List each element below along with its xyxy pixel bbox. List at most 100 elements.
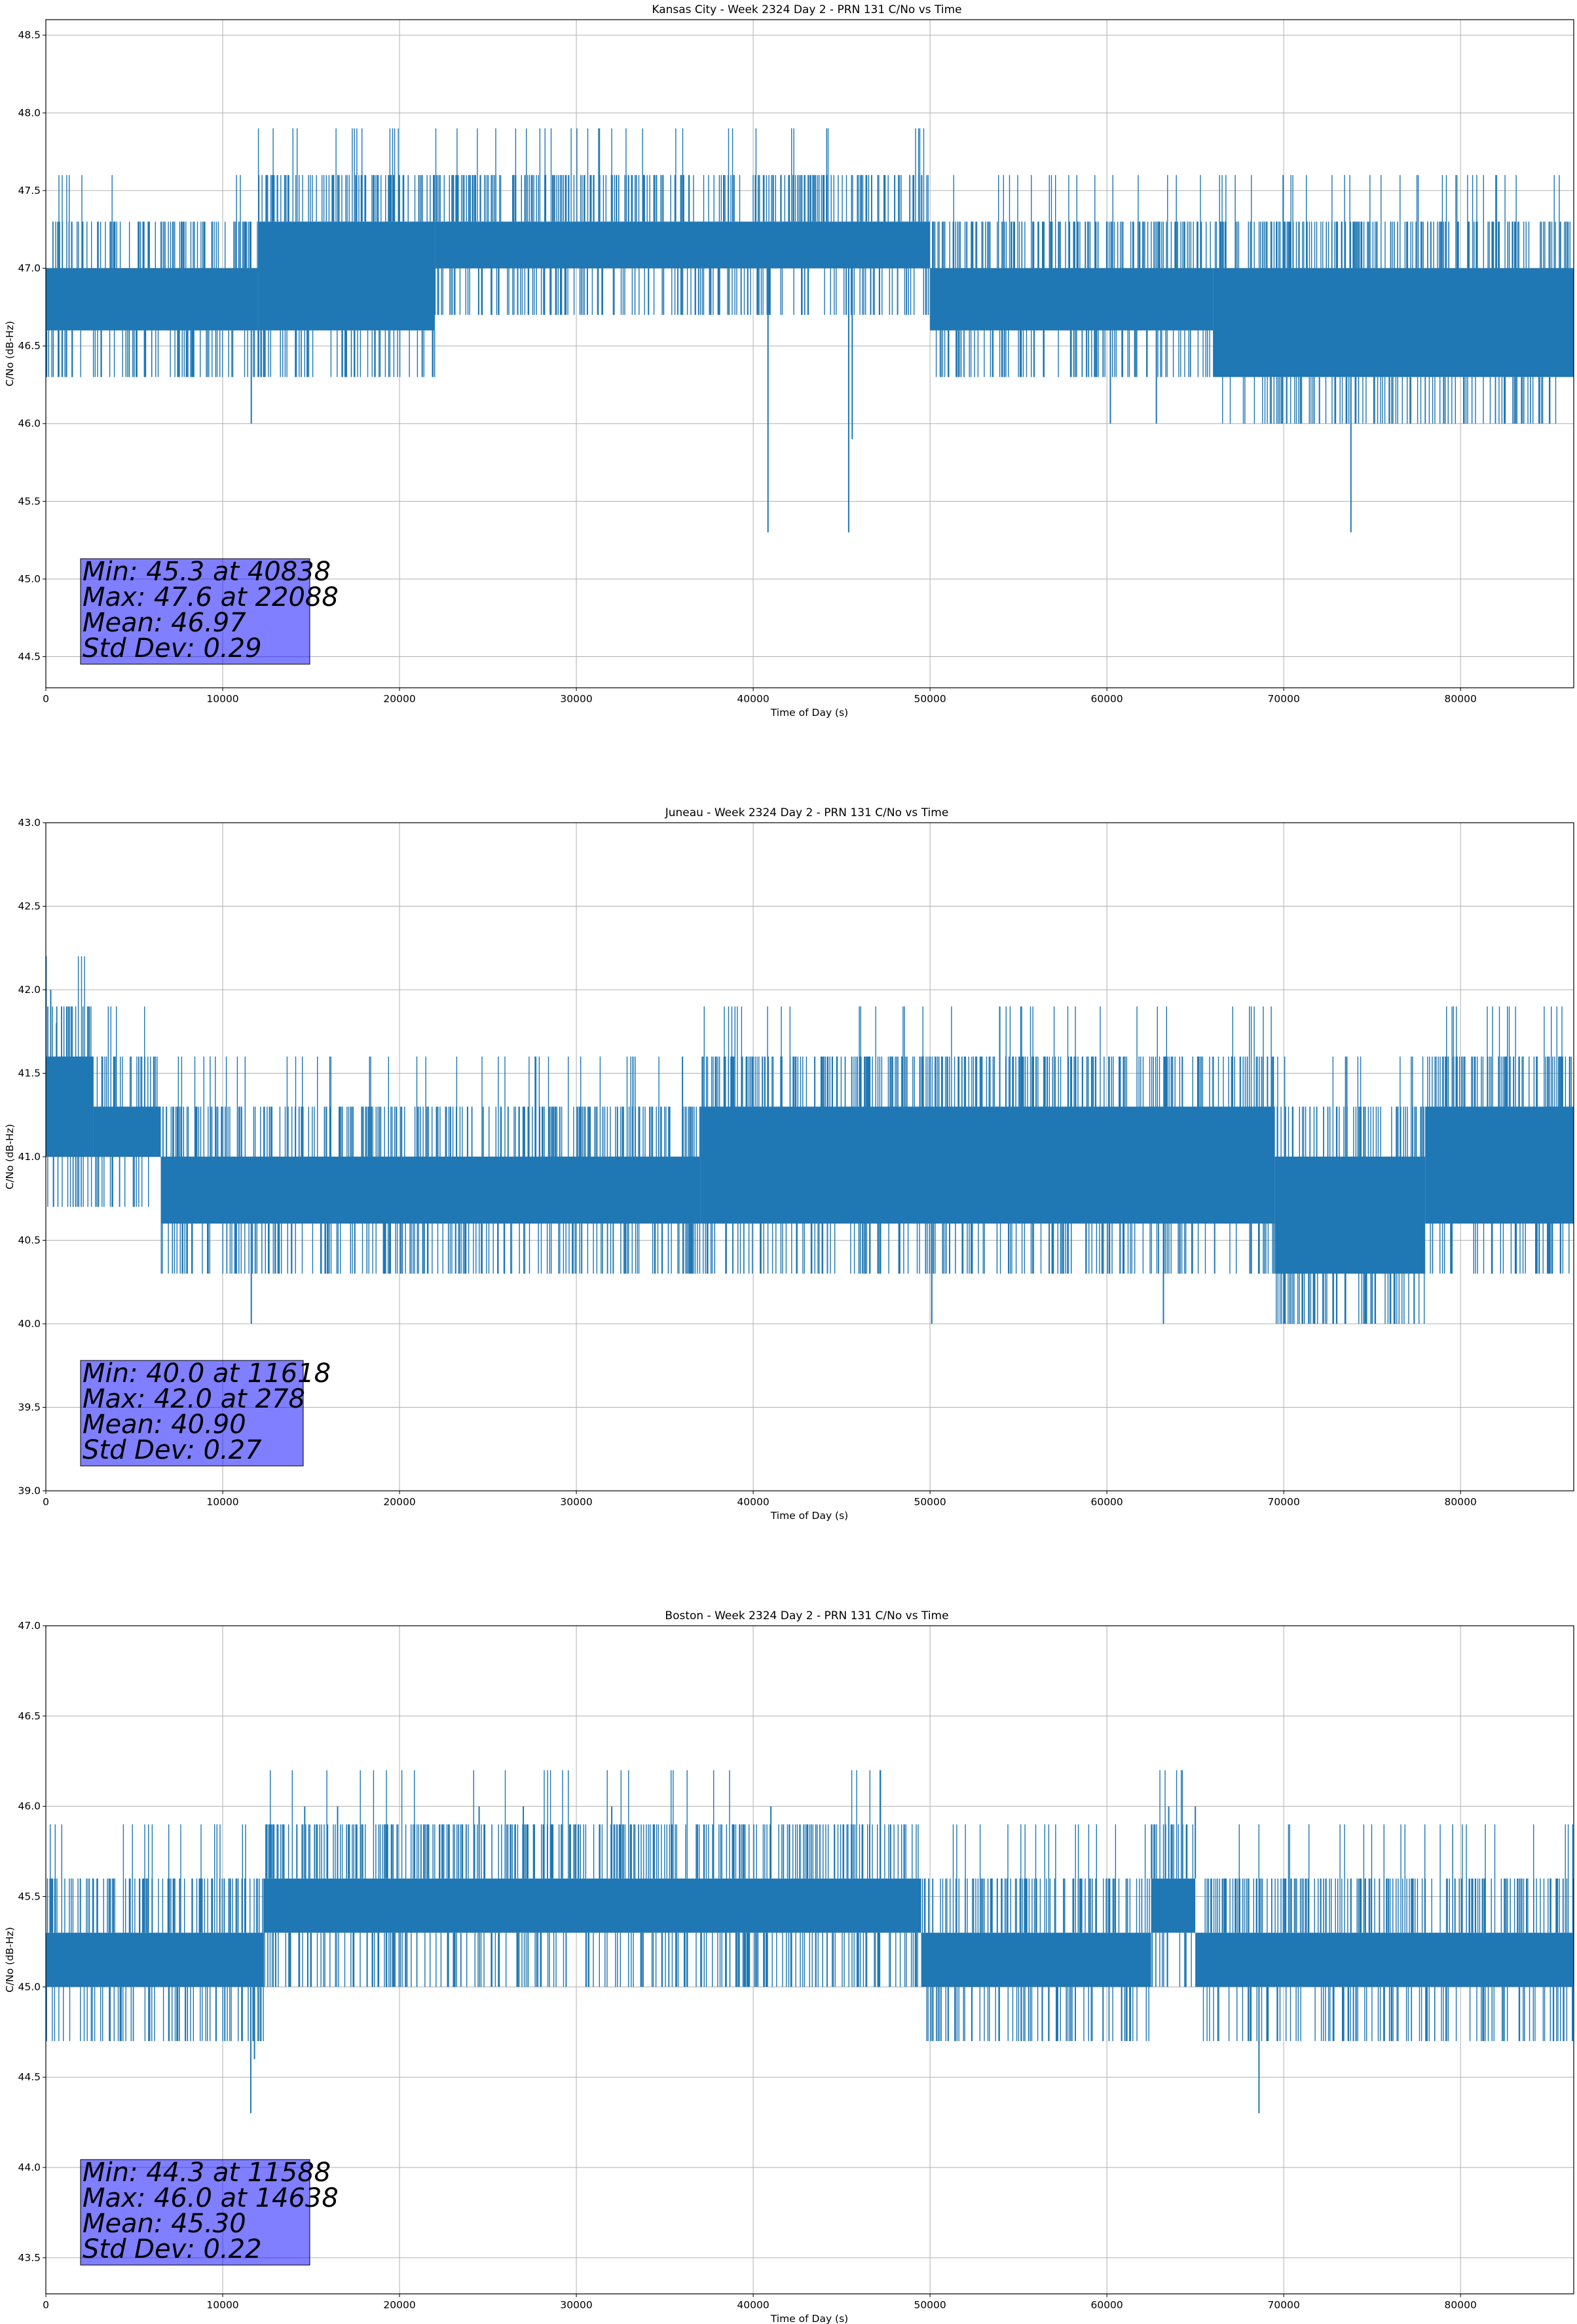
stats-std: Std Dev: 0.27 [83, 1435, 262, 1465]
series-band [46, 1057, 94, 1157]
x-tick-label: 80000 [1445, 2299, 1477, 2311]
series-extremes [250, 175, 1352, 533]
x-tick-label: 30000 [560, 1496, 592, 1508]
x-tick-label: 30000 [560, 2299, 592, 2311]
series-extremes [50, 990, 1515, 1324]
x-tick-label: 20000 [383, 693, 415, 705]
plot-frame [45, 1625, 1574, 2295]
stats-box: Min: 40.0 at 11618 Max: 42.0 at 278 Mean… [80, 1359, 331, 1467]
series-band [1425, 1106, 1574, 1224]
stats-max: Max: 46.0 at 14638 [83, 2183, 339, 2213]
series-cno-kansas-city [45, 128, 1574, 533]
y-tick-label: 46.0 [18, 418, 41, 430]
y-tick-labels: 43.5 44.0 44.5 45.0 45.5 46.0 46.5 47.0 [18, 1620, 46, 2264]
series-band [921, 1932, 1151, 1987]
series-spikes [45, 128, 1570, 424]
x-tick-label: 10000 [206, 693, 238, 705]
x-tick-label: 50000 [914, 2299, 946, 2311]
stats-mean: Mean: 45.30 [83, 2209, 246, 2239]
series-spikes [46, 1770, 1574, 2042]
series-band [160, 1157, 701, 1224]
x-tick-label: 0 [43, 693, 49, 705]
x-tick-label: 60000 [1090, 1496, 1122, 1508]
y-axis-label: C/No (dB-Hz) [4, 321, 16, 386]
y-tick-label: 43.0 [18, 817, 41, 829]
series-band [700, 1106, 1275, 1224]
y-tick-labels: 39.0 39.5 40.0 40.5 41.0 41.5 42.0 42.5 43.0 [18, 817, 46, 1497]
y-tick-label: 48.5 [18, 29, 41, 41]
x-tick-label: 60000 [1090, 2299, 1122, 2311]
x-tick-label: 20000 [383, 1496, 415, 1508]
y-tick-label: 47.0 [18, 263, 41, 274]
chart-panel-boston: Boston - Week 2324 Day 2 - PRN 131 C/No … [4, 1609, 1574, 2324]
stats-std: Std Dev: 0.29 [83, 633, 262, 664]
y-tick-label: 47.0 [18, 1620, 41, 1632]
x-tick-labels: 0 10000 20000 30000 40000 50000 60000 70000 8000… [43, 1491, 1477, 1508]
chart-title: Juneau - Week 2324 Day 2 - PRN 131 C/No … [665, 806, 949, 819]
y-tick-label: 44.5 [18, 651, 41, 663]
y-tick-label: 44.5 [18, 2071, 41, 2083]
series-band [1151, 1878, 1196, 1933]
y-tick-label: 42.5 [18, 901, 41, 912]
y-tick-label: 45.5 [18, 495, 41, 507]
y-tick-label: 45.0 [18, 1981, 41, 1993]
series-band [258, 221, 436, 331]
plot-frame [45, 19, 1574, 688]
series-extremes [250, 1806, 1260, 2114]
x-tick-label: 20000 [383, 2299, 415, 2311]
y-tick-label: 40.0 [18, 1318, 41, 1330]
y-axis-label: C/No (dB-Hz) [4, 1927, 16, 1993]
x-tick-label: 10000 [206, 1496, 238, 1508]
x-axis-label: Time of Day (s) [770, 1510, 848, 1522]
y-tick-label: 44.0 [18, 2162, 41, 2173]
x-tick-label: 60000 [1090, 693, 1122, 705]
chart-panel-kansas-city: Kansas City - Week 2324 Day 2 - PRN 131 … [4, 3, 1574, 719]
y-tick-label: 42.0 [18, 984, 41, 996]
y-tick-label: 41.0 [18, 1151, 41, 1163]
x-tick-label: 70000 [1268, 693, 1300, 705]
x-tick-label: 50000 [914, 693, 946, 705]
series-cno-juneau [46, 956, 1574, 1324]
stats-max: Max: 42.0 at 278 [83, 1384, 305, 1414]
x-tick-label: 50000 [914, 1496, 946, 1508]
y-tick-label: 45.5 [18, 1891, 41, 1903]
stats-std: Std Dev: 0.22 [83, 2234, 262, 2264]
chart-title: Kansas City - Week 2324 Day 2 - PRN 131 … [652, 3, 961, 16]
y-tick-label: 39.0 [18, 1485, 41, 1497]
x-tick-label: 80000 [1445, 693, 1477, 705]
x-tick-label: 40000 [737, 1496, 769, 1508]
x-tick-labels: 0 10000 20000 30000 40000 50000 60000 70000 8000… [43, 2294, 1477, 2311]
stats-box: Min: 45.3 at 40838 Max: 47.6 at 22088 Me… [80, 557, 339, 665]
y-tick-label: 43.5 [18, 2252, 41, 2264]
series-band [930, 268, 1214, 331]
chart-title: Boston - Week 2324 Day 2 - PRN 131 C/No … [665, 1609, 948, 1622]
stats-min: Min: 40.0 at 11618 [83, 1359, 331, 1389]
stats-mean: Mean: 46.97 [83, 608, 246, 638]
x-tick-label: 10000 [206, 2299, 238, 2311]
x-tick-labels: 0 10000 20000 30000 40000 50000 60000 70000 8000… [43, 688, 1477, 705]
y-tick-label: 46.5 [18, 340, 41, 352]
y-tick-label: 46.5 [18, 1710, 41, 1722]
x-tick-label: 70000 [1268, 2299, 1300, 2311]
x-axis-label: Time of Day (s) [770, 707, 848, 719]
chart-panel-juneau: Juneau - Week 2324 Day 2 - PRN 131 C/No … [4, 806, 1574, 1522]
x-tick-label: 40000 [737, 693, 769, 705]
stats-box: Min: 44.3 at 11588 Max: 46.0 at 14638 Me… [80, 2158, 339, 2266]
series-band [435, 221, 931, 269]
y-tick-labels: 44.5 45.0 45.5 46.0 46.5 47.0 47.5 48.0 48.5 [18, 29, 46, 663]
y-tick-label: 47.5 [18, 185, 41, 197]
stats-max: Max: 47.6 at 22088 [83, 582, 339, 612]
x-tick-label: 40000 [737, 2299, 769, 2311]
stats-min: Min: 45.3 at 40838 [83, 557, 331, 587]
x-tick-label: 30000 [560, 693, 592, 705]
y-axis-label: C/No (dB-Hz) [4, 1124, 16, 1190]
series-band [93, 1106, 161, 1157]
series-band [46, 1932, 264, 1987]
stats-mean: Mean: 40.90 [83, 1410, 246, 1440]
series-band [46, 268, 259, 331]
x-tick-label: 70000 [1268, 1496, 1300, 1508]
stats-min: Min: 44.3 at 11588 [83, 2158, 331, 2188]
y-tick-label: 41.5 [18, 1068, 41, 1079]
series-band [263, 1878, 921, 1933]
